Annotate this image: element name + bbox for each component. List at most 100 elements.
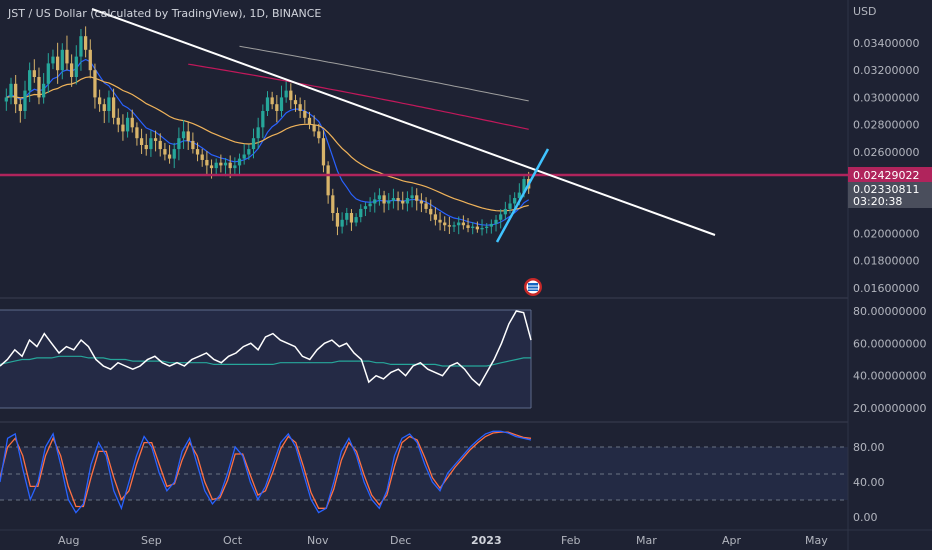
price-tick-label: 0.02000000 xyxy=(853,227,919,240)
rsi-indicator xyxy=(0,310,532,387)
candle-body xyxy=(475,226,479,230)
candle-body xyxy=(256,127,260,139)
stoch-k-line xyxy=(0,430,532,514)
candle-body xyxy=(163,149,167,155)
candle-body xyxy=(270,97,274,105)
candle-body xyxy=(284,90,288,98)
candle-body xyxy=(433,214,438,220)
ma-gray-line xyxy=(239,45,529,102)
symbol-title[interactable]: JST / US Dollar (calculated by TradingVi… xyxy=(7,7,321,20)
candle-body xyxy=(326,165,330,196)
candle-body xyxy=(130,117,134,128)
last-price-tag[interactable]: 0.02330811 03:20:38 xyxy=(848,182,932,208)
candle-body xyxy=(335,213,340,227)
bar-countdown: 03:20:38 xyxy=(853,195,902,208)
candle-body xyxy=(321,138,326,166)
candle-body xyxy=(102,104,106,111)
candle-body xyxy=(223,162,228,166)
candle-body xyxy=(289,90,293,101)
candle-body xyxy=(214,162,218,169)
price-tick-label: 0.02800000 xyxy=(853,119,919,132)
candle-body xyxy=(181,131,186,139)
candle-body xyxy=(247,149,251,155)
candle-body xyxy=(345,213,349,220)
candle-body xyxy=(499,214,503,220)
candle-body xyxy=(74,56,78,77)
candle-body xyxy=(489,223,493,227)
candle-body xyxy=(242,154,246,159)
candle-body xyxy=(466,225,470,228)
candle-body xyxy=(135,127,139,139)
candle-body xyxy=(125,117,130,132)
candle-body xyxy=(363,206,368,209)
candle-body xyxy=(191,140,195,150)
candle-body xyxy=(219,162,223,166)
currency-label: USD xyxy=(853,5,877,18)
candle-body xyxy=(401,200,405,204)
candle-body xyxy=(377,195,382,200)
candle-body xyxy=(508,203,512,209)
candle-body xyxy=(46,63,50,84)
candle-body xyxy=(349,213,354,223)
candle-body xyxy=(373,199,377,204)
candle-body xyxy=(28,70,32,91)
candle-body xyxy=(391,198,396,201)
time-label-dec: Dec xyxy=(390,534,411,547)
candle-body xyxy=(65,49,69,64)
candle-body xyxy=(522,179,526,193)
candle-body xyxy=(51,56,55,64)
candle-body xyxy=(494,219,498,224)
candle-body xyxy=(158,140,162,150)
candle-body xyxy=(93,70,97,98)
candle-body xyxy=(228,162,232,169)
rsi-tick-label: 40.00000000 xyxy=(853,370,926,383)
time-axis: Aug Sep Oct Nov Dec 2023 Feb Mar Apr May xyxy=(58,534,828,547)
candle-body xyxy=(452,225,456,227)
horizontal-level-tag[interactable]: 0.02429022 xyxy=(848,167,932,183)
time-label-mar: Mar xyxy=(636,534,657,547)
candle-body xyxy=(4,97,8,102)
rsi-signal-line xyxy=(0,355,531,367)
candle-body xyxy=(32,70,36,77)
candle-body xyxy=(471,226,475,228)
candle-body xyxy=(317,131,321,139)
candle-body xyxy=(23,90,27,111)
candle-body xyxy=(88,49,92,71)
horizontal-level-tag-bg xyxy=(848,167,932,183)
candle-body xyxy=(233,165,237,169)
candle-body xyxy=(447,225,452,227)
stochastic-indicator xyxy=(0,430,532,514)
candle-body xyxy=(387,200,391,204)
price-axis: 0.03400000 0.03200000 0.03000000 0.02800000… xyxy=(853,37,919,295)
candle-body xyxy=(517,192,521,199)
rsi-axis: 80.00000000 60.00000000 40.00000000 20.0000… xyxy=(853,305,926,415)
rising-line[interactable] xyxy=(495,148,550,243)
downtrend-line[interactable] xyxy=(91,8,716,236)
candle-body xyxy=(167,154,172,159)
candle-body xyxy=(415,195,419,201)
candle-body xyxy=(382,195,386,204)
candle-body xyxy=(116,117,120,125)
candle-body xyxy=(139,138,144,145)
candle-body xyxy=(205,159,209,166)
candle-body xyxy=(60,49,64,71)
candle-body xyxy=(457,222,461,226)
candle-body xyxy=(340,219,344,227)
ma-red-line xyxy=(188,63,529,130)
price-tick-label: 0.02600000 xyxy=(853,146,919,159)
rsi-line xyxy=(0,310,532,387)
time-label-feb: Feb xyxy=(561,534,580,547)
us-flag-icon[interactable] xyxy=(524,278,542,296)
candle-body xyxy=(107,97,111,111)
candle-body xyxy=(461,222,466,226)
candle-body xyxy=(200,154,204,160)
price-tick-label: 0.03200000 xyxy=(853,64,919,77)
stoch-tick-label: 0.00 xyxy=(853,511,878,524)
candle-body xyxy=(251,138,256,150)
time-label-may: May xyxy=(805,534,828,547)
candle-body xyxy=(69,63,74,77)
time-label-aug: Aug xyxy=(58,534,79,547)
candle-body xyxy=(186,131,190,141)
stoch-axis: 80.00 40.00 0.00 xyxy=(853,441,885,524)
